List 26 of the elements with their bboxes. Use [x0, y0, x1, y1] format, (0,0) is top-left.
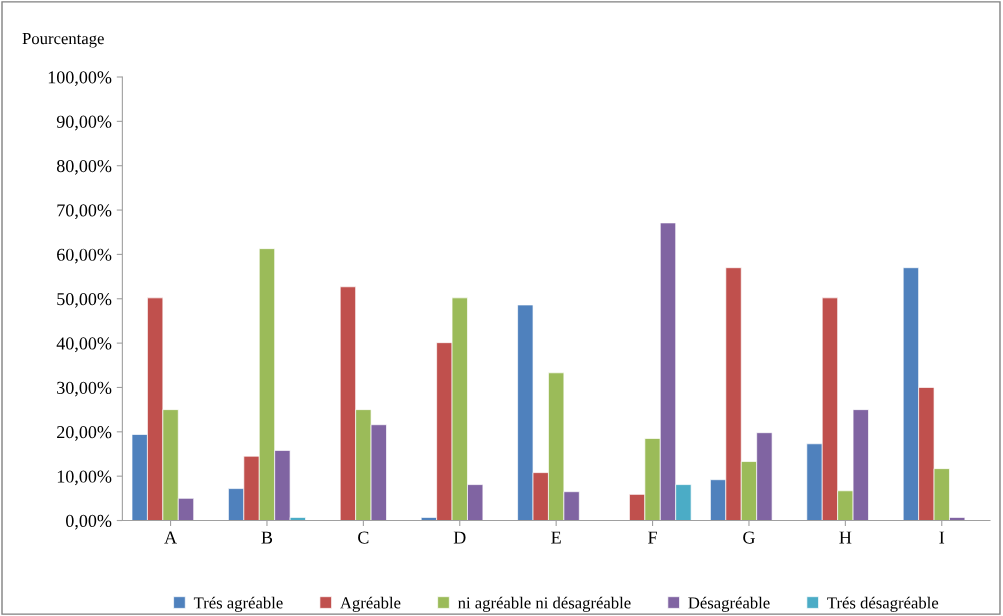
legend-label: Trés désagréable: [827, 596, 939, 612]
y-tick-label: 0,00%: [66, 514, 112, 530]
x-tick-label: A: [164, 531, 177, 544]
x-tick-label: G: [743, 531, 755, 544]
y-tick-label: 10,00%: [57, 470, 112, 486]
legend-label: Agréable: [340, 596, 401, 612]
y-tick-label: 50,00%: [57, 293, 112, 308]
y-tick-label: 30,00%: [57, 381, 112, 397]
y-tick-label: 80,00%: [56, 159, 112, 175]
x-tick-label: E: [551, 531, 561, 544]
y-tick-label: 40,00%: [56, 337, 112, 353]
y-tick-label: 20,00%: [57, 426, 112, 441]
y-tick-label: 100,00%: [48, 71, 112, 87]
x-tick-label: C: [358, 531, 369, 544]
x-tick-label: I: [939, 531, 945, 544]
legend-label: Désagréable: [688, 596, 770, 612]
y-tick-label: 90,00%: [56, 115, 112, 131]
y-tick-label: 60,00%: [57, 248, 112, 264]
y-axis-title: Pourcentage: [22, 33, 104, 48]
legend-label: Trés agréable: [193, 596, 283, 612]
legend-label: ni agréable ni désagréable: [458, 596, 631, 612]
x-tick-label: H: [839, 531, 852, 544]
x-tick-label: F: [648, 531, 657, 544]
x-tick-label: D: [453, 531, 466, 544]
y-tick-label: 70,00%: [57, 204, 112, 220]
x-tick-label: B: [261, 531, 273, 544]
